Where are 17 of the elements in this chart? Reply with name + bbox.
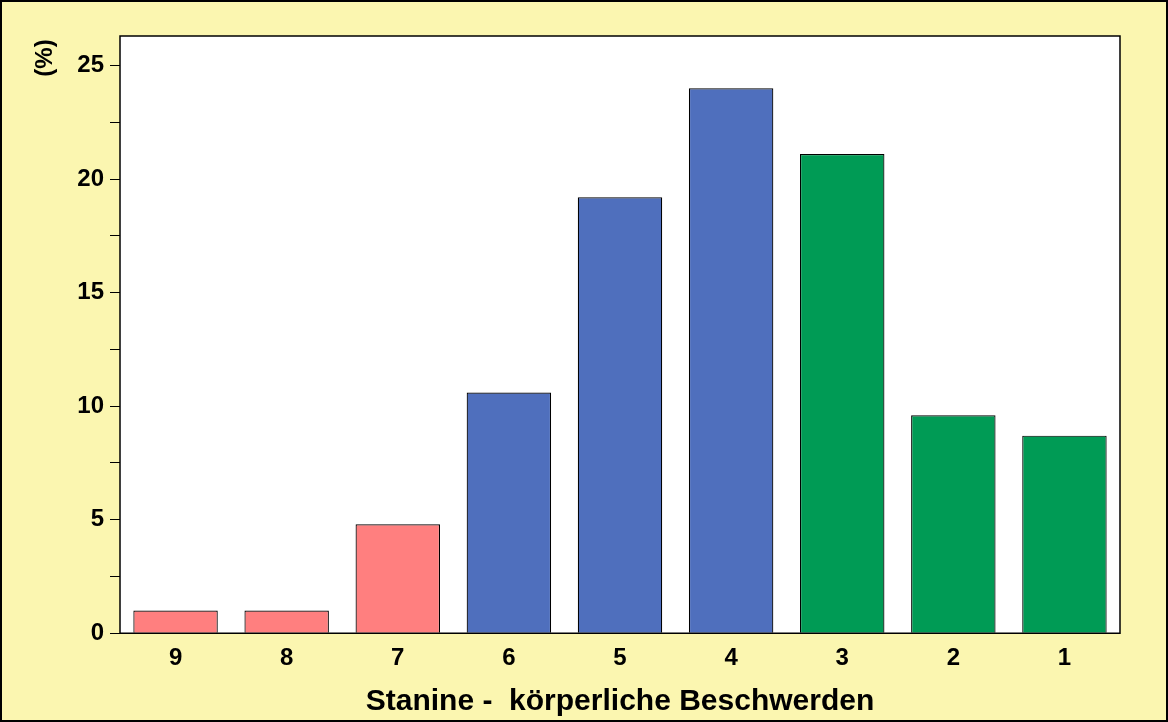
y-tick-label: 0 — [90, 617, 104, 645]
y-tick-label: 20 — [77, 163, 104, 191]
y-axis-title: (%) — [29, 39, 57, 77]
x-tick-label: 5 — [613, 643, 627, 671]
x-tick-label: 9 — [168, 643, 183, 671]
x-tick-label: 6 — [502, 643, 516, 671]
x-tick-label: 7 — [391, 643, 405, 671]
x-tick-label: 4 — [724, 643, 739, 671]
y-tick-label: 5 — [90, 504, 104, 532]
y-tick-label: 25 — [77, 50, 104, 78]
y-tick-label: 15 — [77, 277, 104, 305]
x-tick-label: 3 — [835, 643, 849, 671]
x-axis-title: Stanine - körperliche Beschwerden — [365, 683, 875, 717]
x-tick-label: 8 — [279, 643, 294, 671]
y-tick-label: 10 — [77, 390, 104, 418]
x-tick-label: 1 — [1057, 643, 1072, 671]
x-tick-label: 2 — [946, 643, 961, 671]
